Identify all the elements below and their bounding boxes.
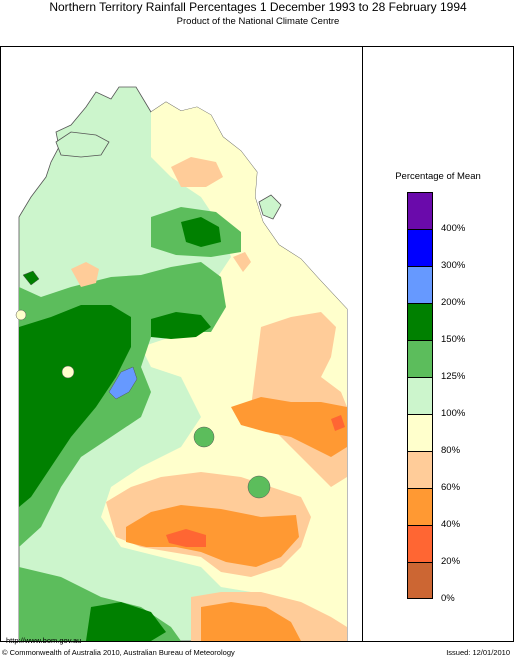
legend-swatch (407, 488, 433, 525)
zone-150-200-north (181, 217, 221, 247)
legend-swatch (407, 562, 433, 599)
legend-swatch (407, 266, 433, 303)
island-west (22, 270, 40, 286)
footer-issued: Issued: 12/01/2010 (446, 648, 510, 657)
zone-40-60-south (201, 602, 301, 641)
legend: Percentage of Mean 400% 300% 200% 150% 125% 1… (363, 47, 513, 641)
zone-125-150-dot1 (247, 475, 271, 499)
zone-cream-dot2 (15, 309, 27, 321)
legend-swatch (407, 340, 433, 377)
legend-swatch (407, 525, 433, 562)
map-subtitle: Product of the National Climate Centre (176, 16, 340, 27)
legend-swatch (407, 451, 433, 488)
zone-200-300 (108, 366, 138, 400)
rainfall-map (15, 86, 348, 641)
legend-tick-label: 400% (441, 223, 466, 234)
legend-tick-label: 125% (441, 371, 466, 382)
zone-150-200-south (86, 602, 166, 641)
zone-20-40-central (166, 529, 206, 547)
figure-frame: Percentage of Mean 400% 300% 200% 150% 125% 1… (0, 46, 514, 642)
legend-tick-label: 300% (441, 260, 466, 271)
legend-swatch (407, 414, 433, 451)
legend-swatch (407, 377, 433, 414)
island-melville (55, 131, 110, 158)
legend-tick-label: 80% (441, 445, 461, 456)
zone-20-40-east (331, 415, 345, 431)
zone-60-80-small (71, 262, 99, 287)
zone-40-60-east (231, 397, 347, 457)
legend-tick-label: 100% (441, 408, 466, 419)
island-groote (258, 194, 282, 220)
zone-125-150-dot2 (193, 426, 215, 448)
legend-title: Percentage of Mean (395, 171, 481, 182)
legend-tick-label: 0% (441, 593, 455, 604)
legend-swatch (407, 229, 433, 266)
legend-swatch (407, 303, 433, 340)
map-title: Northern Territory Rainfall Percentages … (49, 0, 467, 14)
map-panel (1, 47, 363, 641)
zone-150-200-central (151, 312, 211, 339)
footer-url[interactable]: http://www.bom.gov.au (6, 636, 82, 645)
zone-60-80-northeast (171, 157, 223, 187)
legend-swatch (407, 192, 433, 229)
zone-150-200-west (19, 305, 131, 507)
zone-40-60-central (126, 505, 299, 567)
zone-cream-dot (61, 365, 75, 379)
legend-tick-label: 20% (441, 556, 461, 567)
legend-tick-label: 60% (441, 482, 461, 493)
legend-tick-label: 40% (441, 519, 461, 530)
legend-tick-label: 200% (441, 297, 466, 308)
zone-60-80-ne-small (233, 252, 251, 272)
legend-tick-label: 150% (441, 334, 466, 345)
footer-copyright: © Commonwealth of Australia 2010, Austra… (2, 648, 235, 657)
